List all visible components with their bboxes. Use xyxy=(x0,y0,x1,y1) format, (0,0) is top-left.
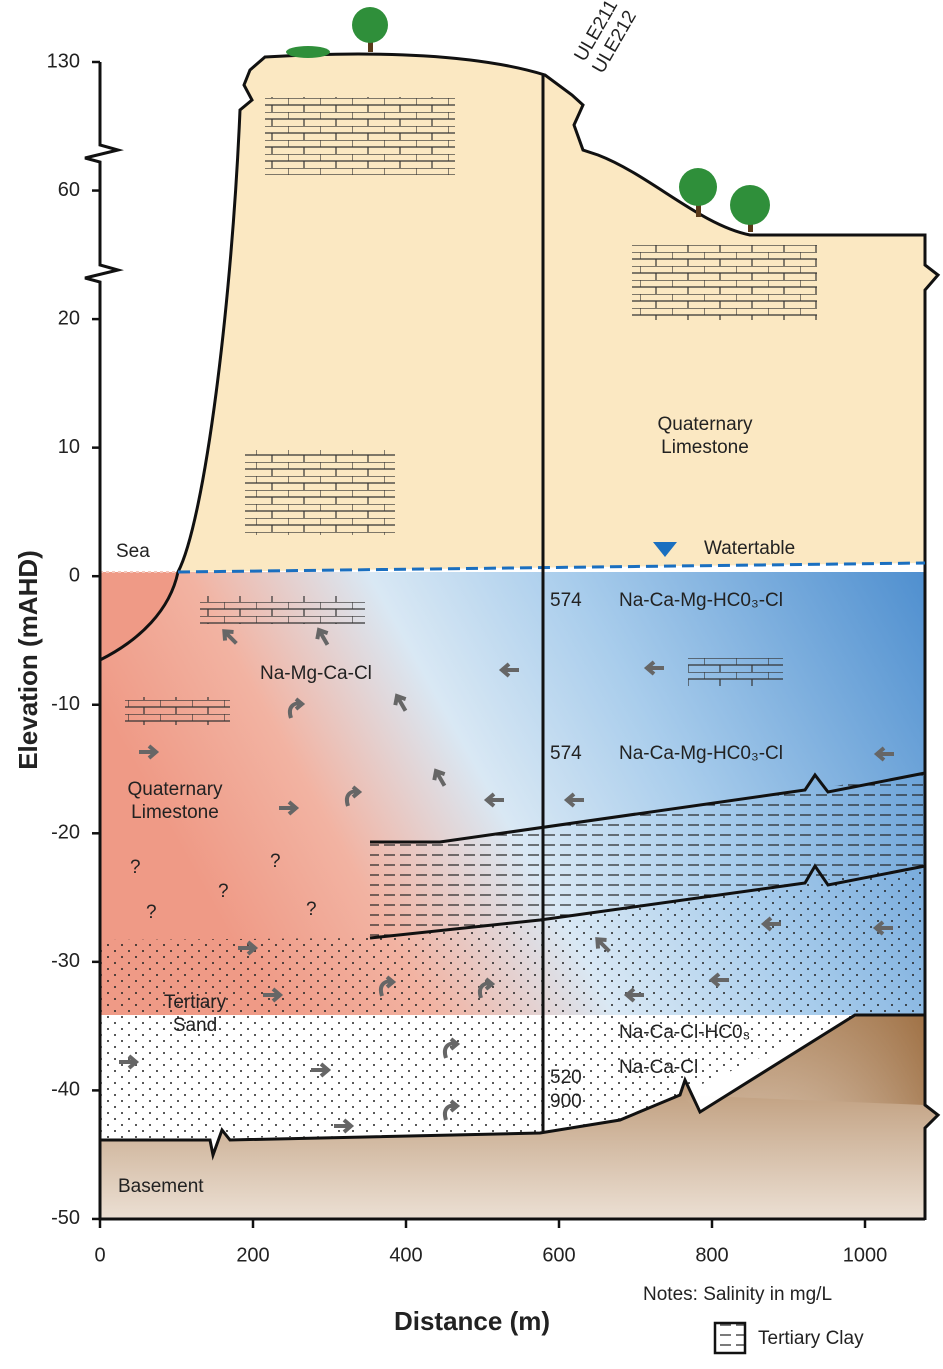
arrow xyxy=(311,1062,332,1078)
arrow xyxy=(708,972,729,988)
label: Basement xyxy=(118,1176,204,1197)
arrow xyxy=(432,768,447,787)
y-tick-label: -20 xyxy=(51,822,80,844)
eddy-arrow xyxy=(345,785,363,807)
eddy-arrow xyxy=(288,697,306,719)
basement-top xyxy=(100,1013,925,1161)
y-tick-label: 10 xyxy=(58,436,80,458)
water-type: Na-Ca-Cl-HC0₃ xyxy=(619,1022,750,1043)
arrow xyxy=(563,792,584,808)
water-type: Na-Ca-Mg-HC0₃-Cl xyxy=(619,743,783,764)
label: Tertiary xyxy=(164,992,227,1013)
ticks: 130 60 20 10 0 -10 -20 -30 -40 -50 0 200 400 600 800 10… xyxy=(47,50,888,1266)
arrow xyxy=(393,693,408,712)
y-tick-label: -50 xyxy=(51,1207,80,1229)
y-tick-label: -30 xyxy=(51,950,80,972)
arrow xyxy=(119,1054,140,1070)
watertable-line xyxy=(177,561,926,574)
label: Quaternary xyxy=(127,779,223,800)
limestone xyxy=(178,54,938,573)
arrow xyxy=(263,987,284,1003)
limestone-symbols xyxy=(125,97,817,725)
label: Limestone xyxy=(131,802,219,823)
y-tick-label: -40 xyxy=(51,1079,80,1101)
flow-arrows xyxy=(119,627,894,1134)
notes: Notes: Salinity in mg/L xyxy=(643,1284,832,1305)
tertiary-sand xyxy=(100,866,925,1140)
y-tick-label: 20 xyxy=(58,307,80,329)
clay-boundary xyxy=(369,771,926,940)
x-tick-label: 200 xyxy=(236,1244,269,1266)
watertable-marker xyxy=(653,542,677,557)
legend-swatch xyxy=(713,1321,747,1355)
x-tick-label: 400 xyxy=(389,1244,422,1266)
arrow xyxy=(139,744,160,760)
y-tick-label: 130 xyxy=(47,50,80,72)
arrow xyxy=(498,662,519,678)
arrow xyxy=(483,792,504,808)
y-tick-label: 0 xyxy=(69,564,80,586)
arrow xyxy=(238,940,259,956)
tertiary-clay xyxy=(370,773,925,938)
water-type: Na-Ca-Cl xyxy=(619,1057,698,1078)
arrow xyxy=(623,987,644,1003)
x-axis-label: Distance (m) xyxy=(394,1306,550,1336)
eddy-arrow xyxy=(443,1099,461,1121)
x-tick-label: 0 xyxy=(94,1244,105,1266)
question-mark: ? xyxy=(130,857,141,878)
sea xyxy=(100,572,178,660)
arrow xyxy=(873,746,894,762)
y-axis-label: Elevation (mAHD) xyxy=(13,550,43,770)
arrow xyxy=(279,800,300,816)
label: Watertable xyxy=(704,538,795,559)
x-tick-label: 600 xyxy=(542,1244,575,1266)
eddy-arrow xyxy=(478,977,496,999)
question-mark: ? xyxy=(218,881,229,902)
eddy-arrow xyxy=(443,1037,461,1059)
salinity: 574 xyxy=(550,743,582,764)
question-mark: ? xyxy=(146,902,157,923)
arrow xyxy=(334,1118,355,1134)
label: Sea xyxy=(116,541,150,562)
arrow xyxy=(595,937,611,953)
legend-label: Tertiary Clay xyxy=(758,1328,864,1349)
water-type: Na-Ca-Mg-HC0₃-Cl xyxy=(619,590,783,611)
salinity: 574 xyxy=(550,590,582,611)
eddy-arrow xyxy=(379,975,397,997)
x-tick-label: 800 xyxy=(695,1244,728,1266)
axes xyxy=(84,62,925,1221)
question-mark: ? xyxy=(306,899,317,920)
salinity: 900 xyxy=(550,1091,582,1112)
trees xyxy=(286,7,770,232)
arrow xyxy=(872,920,893,936)
question-mark: ? xyxy=(270,851,281,872)
arrow xyxy=(315,627,330,646)
salinity: 520 xyxy=(550,1067,582,1088)
y-tick-label: -10 xyxy=(51,693,80,715)
basement xyxy=(100,1015,938,1220)
label: Sand xyxy=(173,1015,217,1036)
arrow xyxy=(643,660,664,676)
y-tick-label: 60 xyxy=(58,179,80,201)
label: Quaternary xyxy=(657,414,753,435)
label: Limestone xyxy=(661,437,749,458)
x-tick-label: 1000 xyxy=(843,1244,888,1266)
arrow xyxy=(760,916,781,932)
water-type: Na-Mg-Ca-Cl xyxy=(260,663,372,684)
arrow xyxy=(222,629,238,645)
